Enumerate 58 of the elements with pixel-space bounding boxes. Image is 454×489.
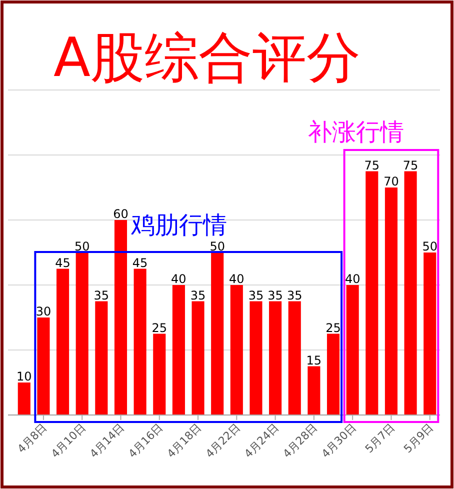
data-label: 15 (306, 353, 322, 368)
data-label: 25 (326, 320, 341, 335)
data-label: 35 (94, 288, 110, 302)
data-label: 50 (210, 240, 225, 254)
bar (95, 301, 108, 415)
x-tick-label: 4月22日 (203, 420, 243, 461)
x-tick-label: 4月8日 (14, 420, 50, 456)
bar (192, 301, 204, 415)
x-tick-label: 4月30日 (319, 420, 359, 461)
x-tick-label: 5月7日 (362, 420, 398, 456)
data-label: 35 (286, 288, 302, 302)
bar (37, 318, 50, 415)
bar (18, 382, 30, 415)
x-tick-label: 4月16日 (126, 420, 166, 461)
data-label: 10 (16, 370, 32, 384)
bar (308, 366, 320, 415)
data-label: 35 (268, 288, 283, 302)
bar (424, 252, 436, 415)
bar (346, 285, 359, 415)
data-label: 70 (384, 174, 399, 188)
bar (114, 220, 128, 415)
bar (172, 285, 185, 415)
data-label: 50 (422, 240, 438, 254)
data-label: 40 (229, 272, 244, 286)
data-label: 30 (36, 304, 52, 318)
bar (288, 301, 301, 415)
x-tick-label: 4月28日 (280, 420, 320, 461)
data-label: 75 (402, 158, 418, 172)
bar (76, 252, 88, 415)
bar (250, 301, 262, 415)
data-label: 40 (344, 272, 360, 286)
bar (404, 171, 417, 415)
data-label: 50 (74, 240, 90, 254)
bar (326, 334, 340, 415)
bar (384, 188, 398, 415)
x-tick-label: 4月24日 (242, 420, 282, 461)
bar (56, 268, 70, 415)
bar (230, 285, 243, 415)
data-label: 25 (152, 320, 168, 335)
x-tick-label: 5月9日 (401, 420, 436, 456)
bar (153, 334, 166, 415)
x-tick-label: 4月14日 (87, 420, 127, 461)
data-label: 75 (364, 158, 380, 172)
bar (134, 268, 146, 415)
annotation: 鸡肋行情 (130, 211, 227, 239)
bar (269, 301, 282, 415)
data-label: 45 (132, 256, 148, 270)
chart-title: A股综合评分 (54, 26, 360, 89)
data-label: 60 (113, 207, 128, 221)
data-label: 35 (190, 288, 206, 302)
annotation: 补涨行情 (308, 118, 404, 146)
x-tick-label: 4月18日 (164, 420, 204, 461)
data-label: 35 (248, 288, 264, 302)
x-tick-label: 4月10日 (48, 420, 88, 461)
bar (211, 252, 224, 415)
data-label: 45 (55, 256, 70, 270)
bar (366, 171, 378, 415)
data-label: 40 (171, 272, 186, 286)
